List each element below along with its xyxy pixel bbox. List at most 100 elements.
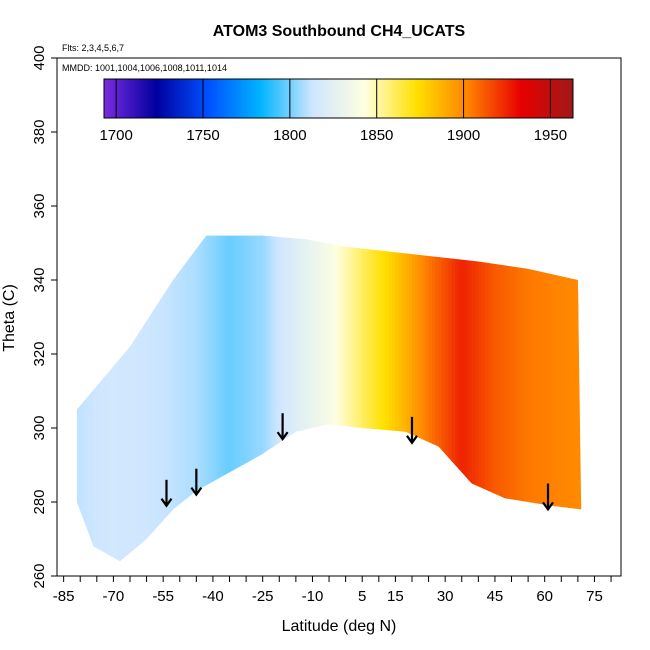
- field-column: [475, 235, 479, 562]
- field-column: [418, 235, 423, 562]
- field-column: [269, 235, 274, 562]
- field-column: [219, 235, 224, 562]
- colorbar-tick-label: 1900: [447, 127, 480, 144]
- field-column: [312, 235, 317, 562]
- field-column: [232, 235, 237, 562]
- field-column: [508, 235, 513, 562]
- field-column: [484, 235, 489, 562]
- field-column: [468, 235, 473, 562]
- field-column: [528, 235, 533, 562]
- y-axis-label: Theta (C): [1, 284, 18, 352]
- field-column: [93, 235, 98, 562]
- x-tick-label: 75: [586, 588, 603, 605]
- field-column: [206, 235, 211, 562]
- field-column: [395, 235, 400, 562]
- mmdd-note: MMDD: 1001,1004,1006,1008,1011,1014: [62, 63, 227, 73]
- field-column: [392, 235, 396, 562]
- field-column: [445, 235, 450, 562]
- y-tick-label: 300: [31, 415, 48, 440]
- x-axis-label: Latitude (deg N): [282, 618, 397, 635]
- field-column: [408, 235, 413, 562]
- latitude-arrow: [160, 479, 173, 508]
- field-column: [285, 235, 290, 562]
- field-column: [292, 235, 297, 562]
- colorbar-tick-label: 1950: [534, 127, 567, 144]
- field-column: [511, 235, 516, 562]
- field-column: [149, 235, 154, 562]
- y-axis: 260 280 300 320 340 360 380 400: [31, 45, 57, 589]
- latitude-arrow: [276, 413, 289, 441]
- field-column: [567, 235, 572, 562]
- field-column: [554, 235, 559, 562]
- field-column: [382, 235, 387, 562]
- field-column: [421, 235, 426, 562]
- field-column: [405, 235, 410, 562]
- field-column: [176, 235, 181, 562]
- field-column: [249, 235, 254, 562]
- field-column: [498, 235, 503, 562]
- field-column: [256, 235, 260, 562]
- field-column: [415, 235, 420, 562]
- field-column: [388, 235, 393, 562]
- field-column: [90, 235, 95, 562]
- field-column: [571, 235, 576, 562]
- field-column: [272, 235, 277, 562]
- field-column: [544, 235, 549, 562]
- field-column: [411, 235, 416, 562]
- colorbar-tick-label: 1850: [360, 127, 393, 144]
- y-tick-label: 360: [31, 193, 48, 218]
- x-tick-label: 60: [536, 588, 553, 605]
- field-column: [136, 235, 141, 562]
- latitude-arrow: [406, 416, 418, 445]
- field-column: [471, 235, 476, 562]
- field-column: [103, 235, 108, 562]
- x-tick-label: -40: [202, 588, 224, 605]
- field-column: [153, 235, 158, 562]
- field-column: [86, 235, 91, 562]
- y-tick-label: 260: [31, 563, 48, 588]
- field-column: [402, 235, 406, 562]
- field-column: [332, 235, 337, 562]
- field-column: [315, 235, 320, 562]
- field-column: [120, 235, 124, 562]
- field-column: [538, 235, 542, 562]
- field-column: [139, 235, 144, 562]
- field-column: [488, 235, 493, 562]
- field-column: [183, 235, 187, 562]
- plot-frame: [56, 57, 622, 577]
- field-column: [156, 235, 161, 562]
- field-column: [375, 235, 380, 562]
- field-column: [557, 235, 562, 562]
- field-column: [295, 235, 300, 562]
- field-column: [309, 235, 314, 562]
- field-column: [352, 235, 357, 562]
- field-column: [521, 235, 526, 562]
- field-column: [541, 235, 546, 562]
- field-column: [358, 235, 363, 562]
- field-column: [302, 235, 307, 562]
- field-column: [133, 235, 138, 562]
- field-column: [458, 235, 463, 562]
- y-tick-label: 400: [31, 45, 48, 70]
- field-column: [96, 235, 101, 562]
- field-column: [222, 235, 227, 562]
- field-column: [126, 235, 131, 562]
- field-column: [564, 235, 569, 562]
- field-column: [209, 235, 214, 562]
- field-column: [282, 235, 287, 562]
- field-column: [398, 235, 403, 562]
- field-column: [531, 235, 536, 562]
- field-column: [212, 235, 217, 562]
- field-column: [116, 235, 121, 562]
- colorbar-tick-label: 1700: [99, 127, 132, 144]
- field-column: [504, 235, 509, 562]
- chart-title: ATOM3 Southbound CH4_UCATS: [213, 23, 466, 40]
- x-tick-label: -10: [302, 588, 324, 605]
- field-column: [163, 235, 168, 562]
- latitude-arrow: [542, 483, 554, 512]
- field-column: [428, 235, 433, 562]
- field-column: [252, 235, 257, 562]
- field-column: [110, 235, 114, 562]
- field-column: [266, 235, 270, 562]
- field-column: [166, 235, 171, 562]
